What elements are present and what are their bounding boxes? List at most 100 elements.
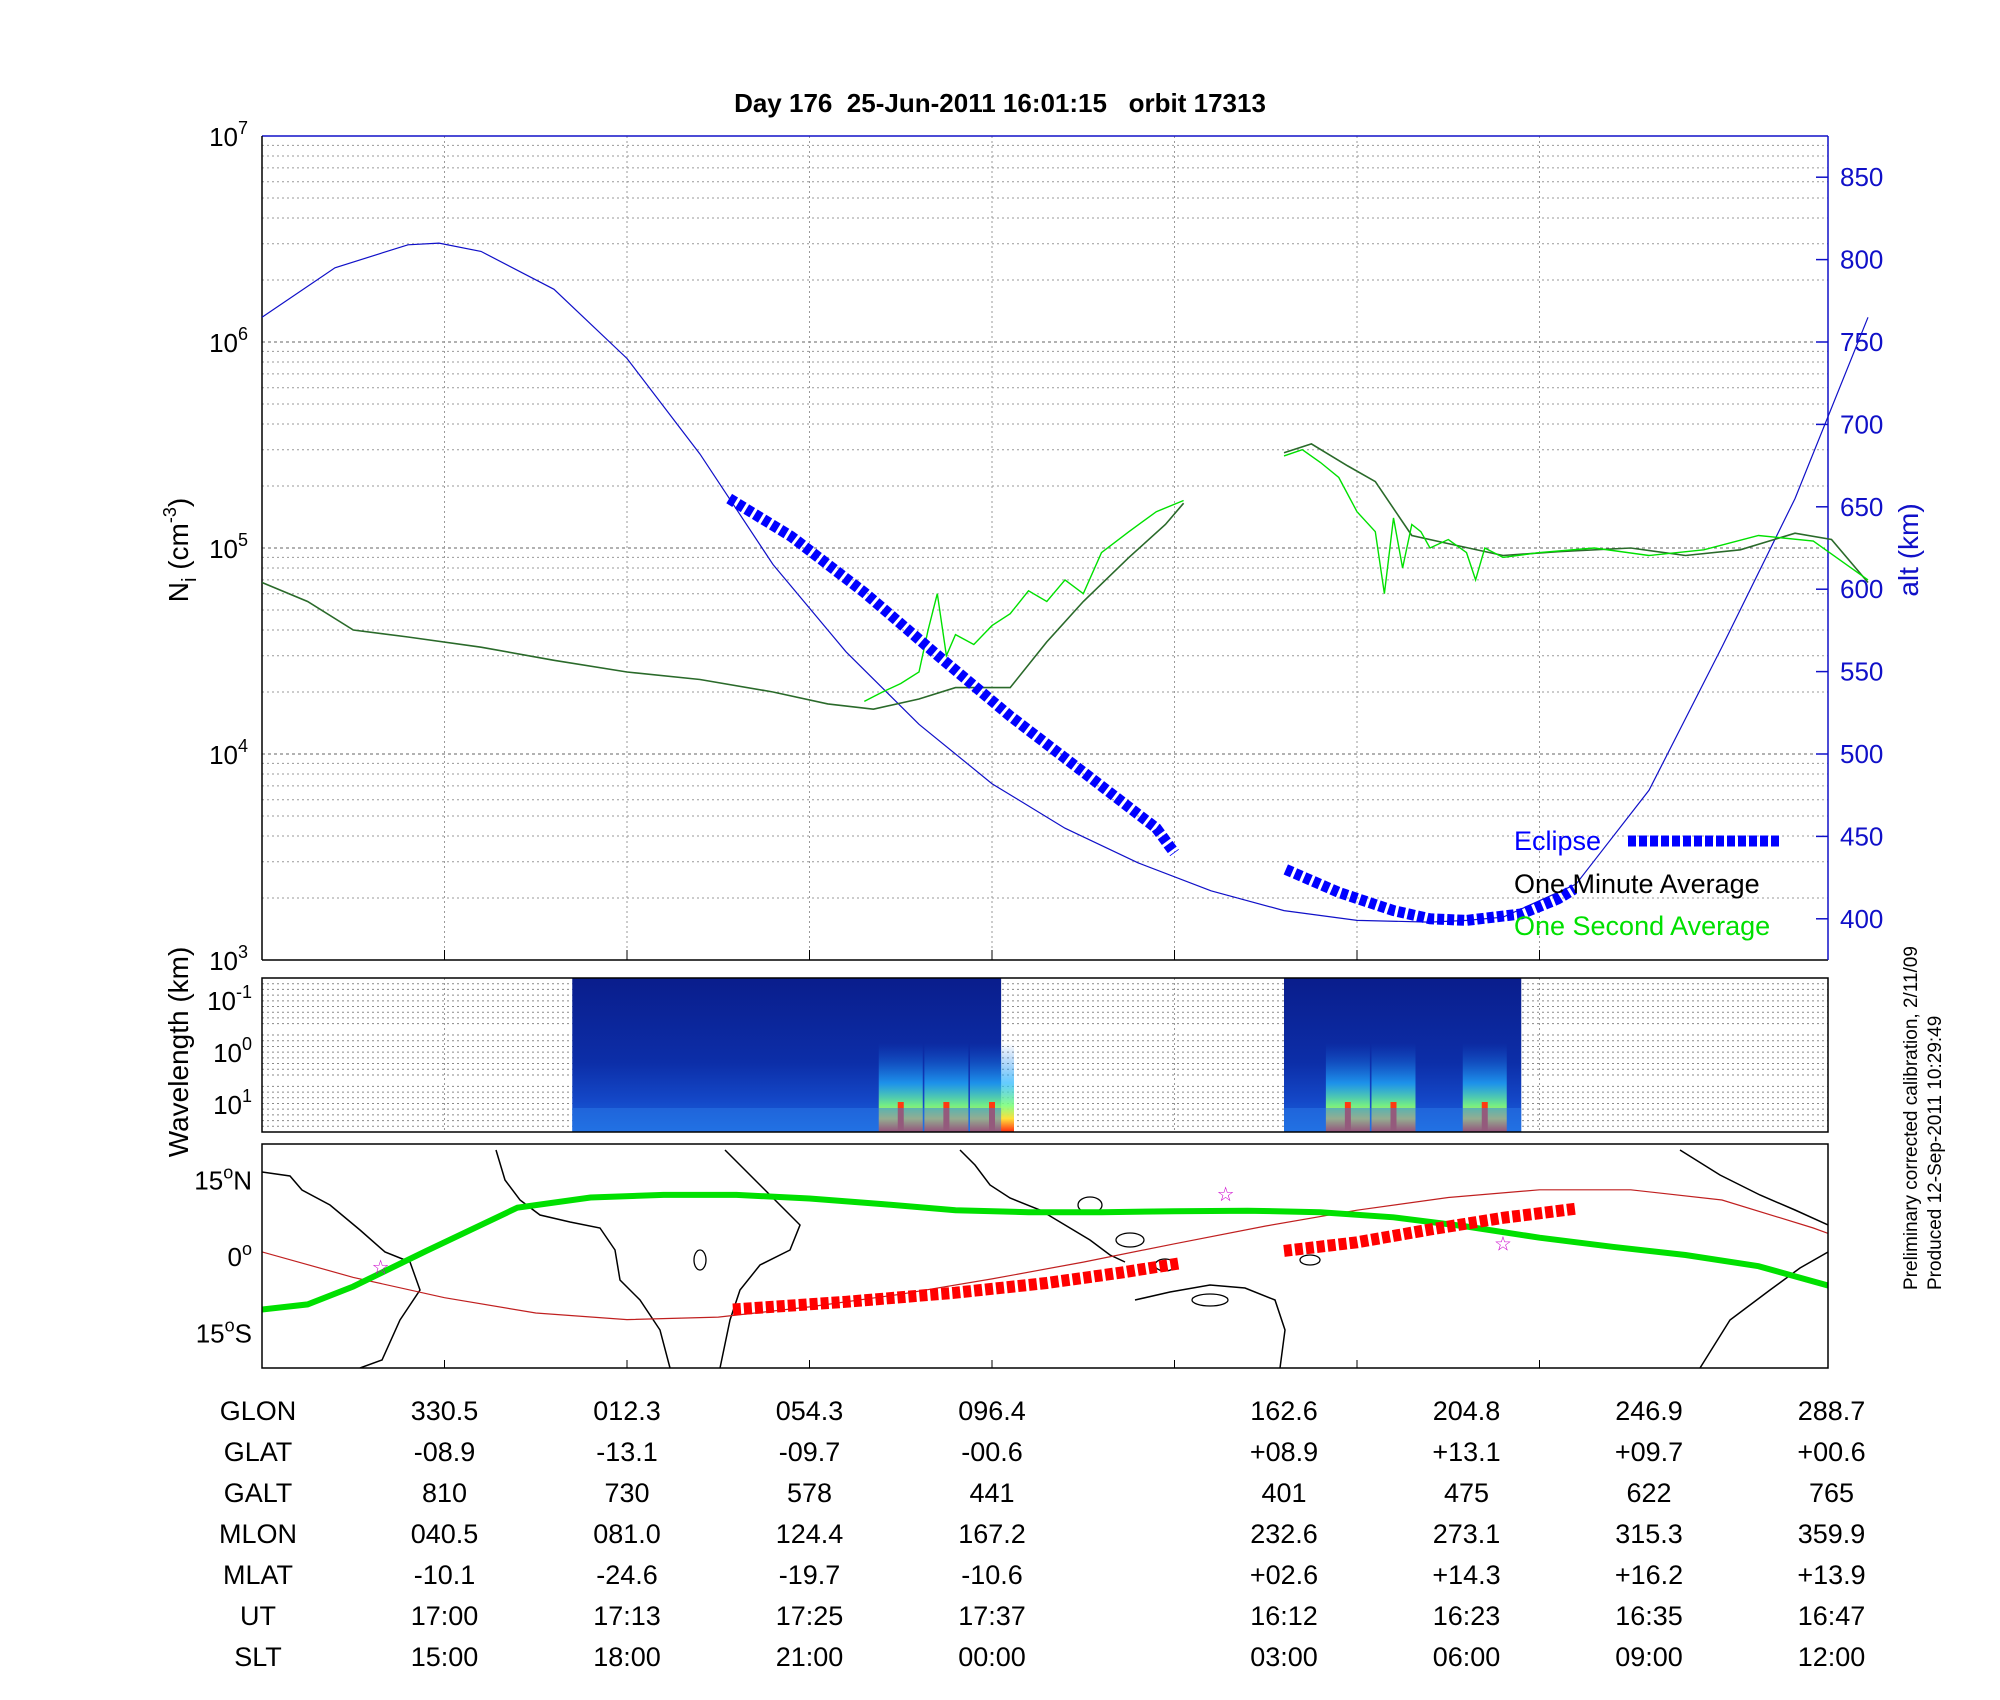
table-cell: 06:00: [1433, 1642, 1501, 1672]
table-row-label: GALT: [224, 1478, 293, 1508]
star-marker: ☆: [1494, 1233, 1512, 1255]
calibration-note-line1: Preliminary corrected calibration, 2/11/…: [1901, 946, 1922, 1290]
table-cell: +09.7: [1615, 1437, 1683, 1467]
y-tick-label: 103: [209, 942, 248, 976]
right-axis-tick-label: 550: [1840, 657, 1883, 687]
table-cell: 441: [969, 1478, 1014, 1508]
table-cell: -09.7: [779, 1437, 841, 1467]
map-frame: [261, 1143, 1829, 1369]
table-cell: 17:25: [776, 1601, 844, 1631]
island: [693, 1249, 707, 1271]
table-row-label: MLON: [219, 1519, 297, 1549]
table-cell: 359.9: [1798, 1519, 1866, 1549]
star-marker: ☆: [372, 1257, 390, 1279]
one-second-average-line: [863, 499, 1184, 703]
coastline: [495, 1149, 671, 1368]
right-axis-tick-label: 600: [1840, 574, 1883, 604]
table-cell: 12:00: [1798, 1642, 1866, 1672]
map-panel: ☆ ☆ ☆ ☆: [261, 1143, 1850, 1369]
eclipse-line: [1283, 864, 1578, 926]
table-cell: 16:12: [1250, 1601, 1318, 1631]
spectrogram-y-tick-label: 101: [213, 1086, 252, 1120]
table-cell: +16.2: [1615, 1560, 1683, 1590]
island: [1115, 1232, 1145, 1248]
table-cell: +02.6: [1250, 1560, 1318, 1590]
table-cell: 09:00: [1615, 1642, 1683, 1672]
table-cell: -19.7: [779, 1560, 841, 1590]
right-axis-tick-label: 650: [1840, 492, 1883, 522]
spectrogram-frame: [261, 977, 1829, 1133]
table-cell: -10.1: [414, 1560, 476, 1590]
table-cell: 162.6: [1250, 1396, 1318, 1426]
coastline: [959, 1149, 1126, 1263]
table-row-label: UT: [240, 1601, 276, 1631]
table-cell: 17:37: [958, 1601, 1026, 1631]
table-cell: 124.4: [776, 1519, 844, 1549]
table-cell: 16:23: [1433, 1601, 1501, 1631]
table-cell: 288.7: [1798, 1396, 1866, 1426]
star-marker: ☆: [1832, 1299, 1850, 1321]
table-cell: -10.6: [961, 1560, 1023, 1590]
right-axis-label: alt (km): [1893, 503, 1924, 596]
table-cell: 578: [787, 1478, 832, 1508]
table-row-label: GLON: [220, 1396, 297, 1426]
island: [1191, 1293, 1229, 1307]
orbit-table: GLON GLAT GALT MLON MLAT UT SLT 330.5 -08.9 810 04…: [219, 1396, 1866, 1672]
table-cell: 040.5: [411, 1519, 479, 1549]
table-row-label: GLAT: [224, 1437, 293, 1467]
table-cell: 21:00: [776, 1642, 844, 1672]
coastline: [719, 1149, 801, 1368]
table-cell: 273.1: [1433, 1519, 1501, 1549]
table-cell: 16:35: [1615, 1601, 1683, 1631]
spectrogram-y-tick-label: 100: [213, 1034, 252, 1068]
spectrogram-low-band: [1284, 1108, 1522, 1132]
table-cell: 167.2: [958, 1519, 1026, 1549]
table-cell: 096.4: [958, 1396, 1026, 1426]
right-axis-tick-label: 400: [1840, 904, 1883, 934]
y-tick-label: 104: [209, 736, 248, 770]
table-cell: 622: [1626, 1478, 1671, 1508]
table-cell: +13.9: [1797, 1560, 1865, 1590]
table-cell: 16:47: [1798, 1601, 1866, 1631]
density-panel: [261, 135, 1869, 961]
spectrogram-panel: [261, 977, 1829, 1133]
eclipse-line: [726, 493, 1179, 857]
coastline: [1679, 1149, 1828, 1226]
table-cell: +14.3: [1432, 1560, 1500, 1590]
y-axis-label: Ni (cm-3): [160, 498, 201, 602]
table-cell: 232.6: [1250, 1519, 1318, 1549]
table-cell: -24.6: [596, 1560, 658, 1590]
right-axis-tick-label: 750: [1840, 327, 1883, 357]
ground-track-line: [262, 1191, 1828, 1313]
table-cell: 03:00: [1250, 1642, 1318, 1672]
y-tick-label: 106: [209, 324, 248, 358]
map-y-tick-label: 15oS: [196, 1315, 252, 1348]
spectrogram-y-tick-label: 10-1: [207, 982, 252, 1016]
table-cell: 17:00: [411, 1601, 479, 1631]
table-row-label: SLT: [234, 1642, 282, 1672]
right-axis-tick-label: 450: [1840, 821, 1883, 851]
right-axis-tick-label: 800: [1840, 245, 1883, 275]
map-y-tick-label: 0o: [228, 1239, 252, 1272]
map-y-tick-label: 15oN: [194, 1163, 252, 1196]
map-content: ☆ ☆ ☆ ☆: [262, 1149, 1850, 1368]
island: [1299, 1254, 1321, 1266]
altitude-line: [261, 242, 1869, 923]
map-eclipse-track: [1283, 1202, 1577, 1257]
y-tick-label: 107: [209, 118, 248, 152]
right-axis-tick-label: 500: [1840, 739, 1883, 769]
calibration-note-line2: Produced 12-Sep-2011 10:29:49: [1925, 1015, 1946, 1290]
map-eclipse-track: [732, 1257, 1180, 1316]
table-cell: +00.6: [1797, 1437, 1865, 1467]
table-cell: 204.8: [1433, 1396, 1501, 1426]
table-cell: -13.1: [596, 1437, 658, 1467]
legend-label: One Second Average: [1514, 911, 1770, 941]
spectrogram-background: [262, 978, 1828, 1132]
coastline: [1134, 1284, 1286, 1368]
table-cell: -00.6: [961, 1437, 1023, 1467]
table-cell: 330.5: [411, 1396, 479, 1426]
figure-title: Day 176 25-Jun-2011 16:01:15 orbit 17313: [734, 88, 1266, 118]
table-cell: 00:00: [958, 1642, 1026, 1672]
right-axis-tick-label: 850: [1840, 162, 1883, 192]
